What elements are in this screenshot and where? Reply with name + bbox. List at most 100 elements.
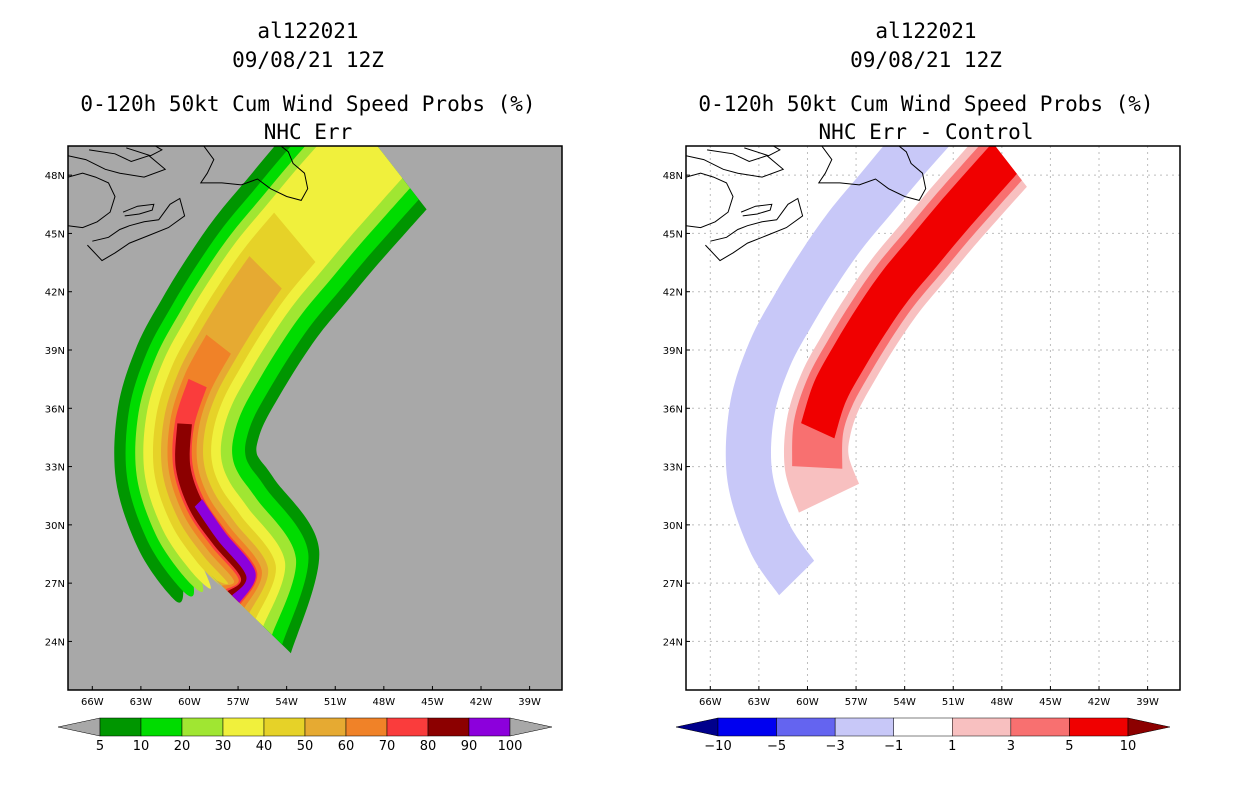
y-tick-label: 36N bbox=[45, 404, 65, 415]
x-tick-label: 60W bbox=[178, 697, 201, 708]
x-tick-label: 66W bbox=[81, 697, 104, 708]
colorbar-swatch bbox=[345, 717, 388, 737]
x-tick-label: 66W bbox=[699, 697, 722, 708]
y-tick-label: 30N bbox=[45, 521, 65, 532]
colorbar-label: 70 bbox=[379, 739, 396, 754]
colorbar-swatch bbox=[386, 717, 429, 737]
y-tick-label: 27N bbox=[663, 579, 683, 590]
coastline bbox=[122, 203, 155, 217]
colorbar-swatch bbox=[1069, 717, 1129, 737]
x-tick-label: 54W bbox=[275, 697, 298, 708]
y-tick-label: 24N bbox=[45, 637, 65, 648]
y-tick-label: 33N bbox=[663, 463, 683, 474]
y-tick-label: 48N bbox=[663, 171, 683, 182]
y-tick-label: 42N bbox=[45, 288, 65, 299]
colorbar-swatch bbox=[222, 717, 265, 737]
x-tick-label: 39W bbox=[518, 697, 541, 708]
coastline bbox=[740, 203, 773, 217]
colorbar-label: −10 bbox=[704, 739, 731, 754]
colorbar-label: 1 bbox=[948, 739, 956, 754]
colorbar-label: 60 bbox=[338, 739, 355, 754]
coastline bbox=[705, 197, 804, 262]
x-tick-label: 63W bbox=[130, 697, 153, 708]
x-tick-label: 57W bbox=[845, 697, 868, 708]
x-tick-label: 42W bbox=[470, 697, 493, 708]
colorbar-swatch bbox=[717, 717, 777, 737]
x-tick-label: 54W bbox=[893, 697, 916, 708]
colorbar-label: −1 bbox=[884, 739, 903, 754]
chart-title: 0-120h 50kt Cum Wind Speed Probs (%) bbox=[80, 92, 535, 116]
coastline bbox=[68, 172, 116, 229]
y-tick-label: 27N bbox=[45, 579, 65, 590]
colorbar-swatch bbox=[181, 717, 224, 737]
colorbar-label: 20 bbox=[174, 739, 191, 754]
y-tick-label: 42N bbox=[663, 288, 683, 299]
colorbar-arrow-low bbox=[675, 717, 719, 737]
chart-subtitle: NHC Err - Control bbox=[819, 120, 1034, 144]
plot-frame bbox=[685, 145, 1181, 691]
y-tick-label: 33N bbox=[45, 463, 65, 474]
chart-title: 0-120h 50kt Cum Wind Speed Probs (%) bbox=[698, 92, 1153, 116]
coastline bbox=[199, 146, 309, 201]
colorbar-label: 5 bbox=[1065, 739, 1073, 754]
x-tick-label: 39W bbox=[1136, 697, 1159, 708]
colorbar-label: 80 bbox=[420, 739, 437, 754]
x-tick-label: 60W bbox=[796, 697, 819, 708]
colorbar-label: 10 bbox=[133, 739, 150, 754]
coastline bbox=[126, 146, 163, 157]
colorbar-label: 3 bbox=[1007, 739, 1015, 754]
colorbar: 5 10 20 30 40 50 60 70 80 90 100 bbox=[57, 717, 553, 754]
datetime: 09/08/21 12Z bbox=[232, 48, 384, 72]
plot-frame bbox=[67, 145, 563, 691]
y-tick-label: 45N bbox=[663, 229, 683, 240]
coastline bbox=[68, 149, 167, 178]
colorbar-swatch bbox=[893, 717, 953, 737]
colorbar-label: 100 bbox=[498, 739, 523, 754]
y-tick-label: 24N bbox=[663, 637, 683, 648]
colorbar-label: 90 bbox=[461, 739, 478, 754]
y-tick-label: 39N bbox=[45, 346, 65, 357]
colorbar-swatch bbox=[140, 717, 183, 737]
x-tick-label: 63W bbox=[748, 697, 771, 708]
y-tick-label: 45N bbox=[45, 229, 65, 240]
storm-id: al122021 bbox=[875, 19, 976, 43]
contour-band-90 bbox=[194, 499, 256, 603]
x-tick-label: 57W bbox=[227, 697, 250, 708]
y-tick-label: 30N bbox=[663, 521, 683, 532]
map-plot-area: 66W 63W 60W 57W 54W 51W 48W 45W 42W 39W 24N 27N 30N 3… bbox=[663, 145, 1181, 708]
colorbar-arrow-low bbox=[57, 717, 101, 737]
colorbar-swatch bbox=[427, 717, 470, 737]
contour-band-5 bbox=[801, 146, 1017, 439]
colorbar-label: 40 bbox=[256, 739, 273, 754]
colorbar-swatch bbox=[99, 717, 142, 737]
chart-subtitle: NHC Err bbox=[264, 120, 353, 144]
map-plot-area: 66W 63W 60W 57W 54W 51W 48W 45W 42W 39W 24N 27N 30N 3… bbox=[45, 145, 563, 708]
contour-band-neg1 bbox=[725, 146, 950, 596]
colorbar-swatch bbox=[952, 717, 1012, 737]
x-tick-label: 51W bbox=[942, 697, 965, 708]
x-tick-label: 45W bbox=[421, 697, 444, 708]
colorbar-label: −5 bbox=[767, 739, 786, 754]
colorbar-arrow-high bbox=[509, 717, 553, 737]
colorbar-label: 10 bbox=[1120, 739, 1137, 754]
x-tick-label: 48W bbox=[373, 697, 396, 708]
x-tick-label: 48W bbox=[991, 697, 1014, 708]
coastline bbox=[744, 146, 781, 157]
colorbar-label: 30 bbox=[215, 739, 232, 754]
colorbar: −10 −5 −3 −1 1 3 5 10 bbox=[675, 717, 1171, 754]
coastline bbox=[817, 146, 927, 201]
colorbar-swatch bbox=[834, 717, 894, 737]
probability-panel: al122021 09/08/21 12Z 0-120h 50kt Cum Wi… bbox=[45, 19, 563, 754]
difference-panel: al122021 09/08/21 12Z 0-120h 50kt Cum Wi… bbox=[663, 19, 1181, 754]
x-tick-label: 51W bbox=[324, 697, 347, 708]
x-tick-label: 45W bbox=[1039, 697, 1062, 708]
colorbar-swatch bbox=[776, 717, 836, 737]
coastline bbox=[686, 149, 785, 178]
storm-id: al122021 bbox=[257, 19, 358, 43]
y-tick-label: 48N bbox=[45, 171, 65, 182]
x-tick-label: 42W bbox=[1088, 697, 1111, 708]
colorbar-arrow-high bbox=[1127, 717, 1171, 737]
y-tick-label: 36N bbox=[663, 404, 683, 415]
datetime: 09/08/21 12Z bbox=[850, 48, 1002, 72]
colorbar-swatch bbox=[468, 717, 511, 737]
